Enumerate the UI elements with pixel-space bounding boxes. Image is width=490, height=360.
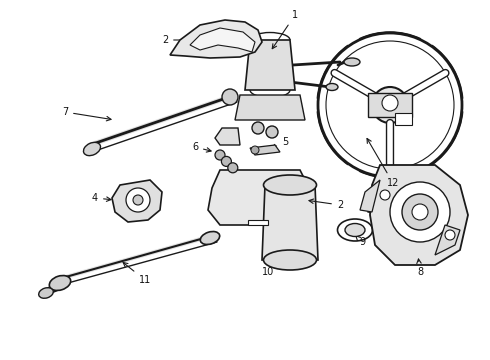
Text: 10: 10: [262, 258, 279, 277]
Ellipse shape: [49, 275, 71, 291]
Text: 2: 2: [162, 35, 191, 45]
Text: 5: 5: [271, 137, 288, 148]
Circle shape: [382, 95, 398, 111]
Circle shape: [133, 195, 143, 205]
Polygon shape: [250, 145, 280, 155]
Circle shape: [390, 182, 450, 242]
Text: 6: 6: [192, 142, 211, 152]
Circle shape: [380, 190, 390, 200]
Polygon shape: [235, 95, 305, 120]
Polygon shape: [245, 40, 295, 90]
Circle shape: [221, 156, 231, 166]
Text: 9: 9: [356, 236, 365, 247]
Circle shape: [326, 41, 454, 169]
Circle shape: [228, 163, 238, 173]
Circle shape: [380, 95, 400, 115]
Polygon shape: [370, 165, 468, 265]
Circle shape: [372, 87, 408, 123]
Ellipse shape: [39, 288, 53, 298]
Circle shape: [402, 194, 438, 230]
Ellipse shape: [338, 219, 372, 241]
Polygon shape: [262, 185, 318, 260]
Ellipse shape: [83, 142, 100, 156]
Circle shape: [318, 33, 462, 177]
Text: 7: 7: [62, 107, 111, 121]
Circle shape: [251, 146, 259, 154]
Polygon shape: [208, 170, 315, 225]
Text: 1: 1: [272, 10, 298, 49]
Polygon shape: [170, 20, 262, 58]
Circle shape: [222, 89, 238, 105]
Ellipse shape: [200, 231, 220, 244]
Polygon shape: [368, 190, 400, 215]
Polygon shape: [395, 113, 412, 125]
Text: 4: 4: [92, 193, 111, 203]
Polygon shape: [190, 28, 255, 52]
Text: 2: 2: [309, 199, 343, 210]
Polygon shape: [215, 128, 240, 145]
Polygon shape: [435, 225, 460, 255]
Ellipse shape: [345, 224, 365, 237]
Polygon shape: [248, 220, 268, 225]
Ellipse shape: [264, 250, 317, 270]
Polygon shape: [368, 93, 412, 117]
Circle shape: [252, 122, 264, 134]
Text: 8: 8: [417, 259, 423, 277]
Ellipse shape: [326, 84, 338, 90]
Text: 3: 3: [397, 195, 423, 205]
Ellipse shape: [264, 175, 317, 195]
Circle shape: [126, 188, 150, 212]
Circle shape: [266, 126, 278, 138]
Circle shape: [445, 230, 455, 240]
Polygon shape: [112, 180, 162, 222]
Ellipse shape: [344, 58, 360, 66]
Circle shape: [412, 204, 428, 220]
Text: 12: 12: [367, 139, 399, 188]
Circle shape: [215, 150, 225, 160]
Text: 11: 11: [123, 262, 151, 285]
Polygon shape: [360, 180, 380, 212]
